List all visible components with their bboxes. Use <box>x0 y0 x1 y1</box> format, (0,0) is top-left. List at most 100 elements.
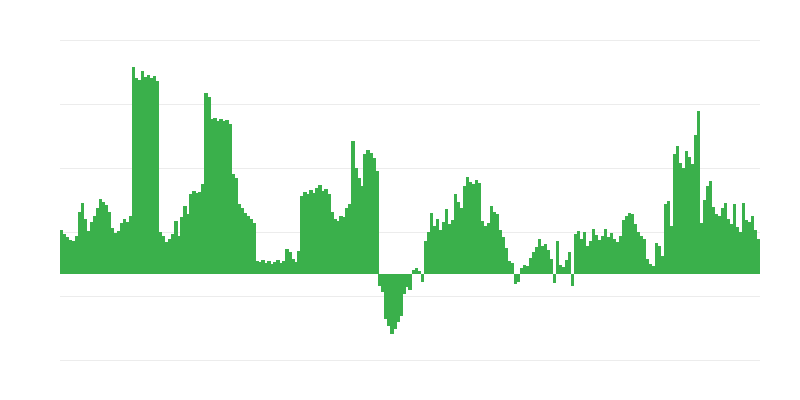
volume-bar <box>204 93 208 274</box>
volume-bar <box>636 232 641 274</box>
volume-bar <box>297 251 301 274</box>
volume-bar <box>558 265 563 274</box>
volume-bar <box>696 111 701 274</box>
volume-bar <box>111 228 115 274</box>
volume-bar <box>108 212 112 274</box>
volume-bar <box>90 222 94 274</box>
volume-bar <box>186 214 190 274</box>
volume-bar <box>594 235 599 274</box>
volume-bar <box>363 154 367 274</box>
volume-bar <box>456 202 460 274</box>
volume-bar <box>621 220 626 274</box>
volume-bar <box>669 226 674 274</box>
volume-bar <box>486 223 490 274</box>
gridline <box>60 167 760 169</box>
volume-bar <box>408 274 412 290</box>
volume-bar <box>639 236 644 274</box>
volume-bar <box>543 244 548 274</box>
volume-bar <box>705 186 710 274</box>
volume-bar <box>702 200 707 274</box>
volume-bar <box>339 216 343 274</box>
volume-bar <box>156 81 160 274</box>
volume-bar <box>96 208 100 274</box>
volume-bar <box>270 264 274 274</box>
volume-bar <box>252 223 256 274</box>
volume-bar <box>591 229 596 274</box>
volume-bar <box>237 204 241 274</box>
volume-bar <box>468 182 472 274</box>
volume-bar <box>264 263 268 274</box>
volume-bar <box>420 274 424 282</box>
volume-bar <box>537 239 542 274</box>
volume-bar <box>228 124 232 274</box>
volume-bar <box>72 241 76 274</box>
volume-bar <box>681 168 686 274</box>
volume-bar <box>741 203 746 274</box>
volume-bar <box>450 220 454 274</box>
volume-bar <box>663 204 668 274</box>
volume-bar <box>180 217 184 274</box>
volume-bar <box>357 178 361 274</box>
volume-bar <box>552 274 557 283</box>
volume-bar <box>261 260 265 274</box>
volume-bar <box>480 221 484 274</box>
volume-bar <box>426 232 430 274</box>
volume-bar <box>597 240 602 274</box>
volume-bar <box>300 196 304 274</box>
volume-bar <box>570 274 575 286</box>
volume-bar <box>354 168 358 274</box>
volume-bar <box>282 261 286 274</box>
volume-bar <box>618 236 623 274</box>
volume-bar <box>159 232 163 274</box>
gridline <box>60 231 760 233</box>
volume-bar <box>423 241 427 274</box>
volume-bar <box>276 260 280 274</box>
volume-bar <box>699 223 704 274</box>
volume-bar <box>291 259 295 274</box>
volume-bar <box>177 236 181 274</box>
volume-bar <box>102 202 106 274</box>
volume-bar <box>285 249 289 274</box>
volume-bar <box>93 216 97 274</box>
volume-bar <box>390 274 394 334</box>
volume-bar <box>141 71 145 274</box>
volume-bar <box>444 209 448 274</box>
volume-bar <box>579 239 584 274</box>
volume-bar <box>294 262 298 274</box>
volume-bar <box>183 206 187 274</box>
volume-bar <box>249 219 253 274</box>
volume-bar <box>396 274 400 322</box>
volume-bar <box>105 205 109 274</box>
volume-bar <box>303 192 307 274</box>
volume-bar <box>153 76 157 274</box>
volume-bar <box>531 252 536 274</box>
volume-bar <box>345 208 349 274</box>
volume-bar <box>126 222 130 274</box>
volume-bar <box>417 271 421 274</box>
volume-bar <box>267 261 271 274</box>
gridline <box>60 295 760 297</box>
volume-bar <box>588 241 593 274</box>
volume-bar <box>150 78 154 274</box>
volume-bar <box>327 194 331 274</box>
volume-bar <box>747 222 752 274</box>
volume-bar <box>513 274 517 284</box>
volume-bar <box>735 227 740 274</box>
volume-bar <box>192 191 196 274</box>
volume-bar <box>561 267 566 274</box>
volume-bar <box>234 178 238 274</box>
volume-bar <box>162 236 166 274</box>
gridline <box>60 103 760 105</box>
volume-bar <box>201 184 205 274</box>
volume-bar <box>144 77 148 274</box>
volume-bar <box>546 250 551 274</box>
volume-bar <box>471 184 475 274</box>
volume-bar <box>288 252 292 274</box>
volume-bar <box>402 274 406 294</box>
volume-bar <box>756 239 761 274</box>
volume-bar <box>414 268 418 274</box>
volume-bar <box>495 214 499 274</box>
volume-bar <box>630 214 635 274</box>
volume-bar <box>684 151 689 274</box>
volume-bar <box>273 262 277 274</box>
